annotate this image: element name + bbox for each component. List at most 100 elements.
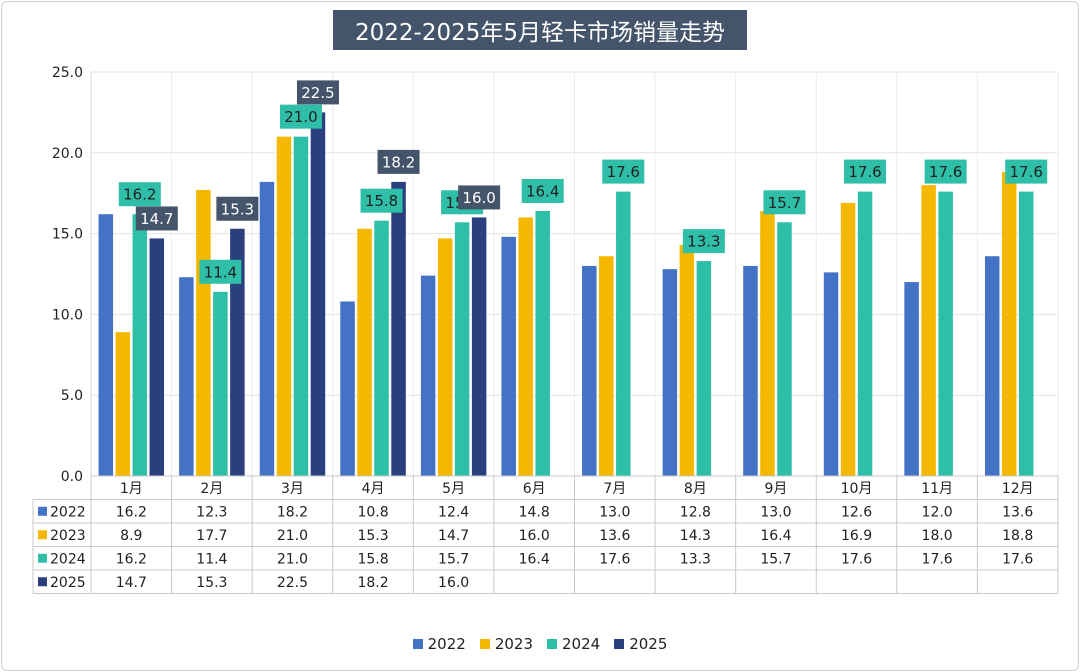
legend-label: 2025 <box>629 635 668 653</box>
table-row-label: 2023 <box>50 528 86 544</box>
data-label-box-2024-8 <box>682 229 725 254</box>
table-cell: 16.9 <box>841 528 872 544</box>
bar-2023-5 <box>437 238 453 476</box>
legend-label: 2024 <box>562 635 601 653</box>
bar-2024-11 <box>938 191 953 477</box>
bar-2022-11 <box>904 282 919 476</box>
table-cell: 14.8 <box>519 504 550 520</box>
table-cell: 21.0 <box>277 551 308 567</box>
x-tick-label: 12月 <box>1002 481 1034 497</box>
x-tick-label: 4月 <box>362 481 385 497</box>
table-legend-swatch-2024 <box>38 553 47 563</box>
x-tick-label: 11月 <box>921 481 953 497</box>
table-cell: 11.4 <box>196 551 227 567</box>
table-cell: 21.0 <box>277 528 308 544</box>
table-cell: 16.0 <box>438 575 469 591</box>
legend: 2022 2023 2024 2025 <box>0 632 1080 656</box>
table-cell: 16.2 <box>116 551 147 567</box>
data-label-2024-3: 21.0 <box>284 108 317 126</box>
table-cell: 18.8 <box>1002 528 1033 544</box>
data-label-2024-1: 16.2 <box>123 186 156 204</box>
table-cell: 17.6 <box>922 551 953 567</box>
bar-2022-7 <box>582 265 597 476</box>
table-cell: 12.4 <box>438 504 469 520</box>
table-cell: 17.6 <box>599 551 630 567</box>
x-tick-label: 10月 <box>841 481 873 497</box>
bar-2023-6 <box>518 217 533 476</box>
x-tick-label: 7月 <box>603 481 626 497</box>
y-tick-label: 25.0 <box>52 65 83 81</box>
bar-2024-3 <box>293 136 309 476</box>
table-cell: 8.9 <box>120 528 142 544</box>
table-cell: 14.7 <box>438 528 469 544</box>
bar-2025-3 <box>310 112 326 477</box>
y-tick-label: 10.0 <box>52 307 83 323</box>
legend-item-2025: 2025 <box>614 635 667 653</box>
data-label-box-2025-1 <box>135 206 178 231</box>
bar-2025-1 <box>149 238 165 476</box>
table-legend-swatch-2022 <box>38 506 47 516</box>
bar-2023-12 <box>1001 172 1017 476</box>
bar-2022-3 <box>259 181 275 476</box>
x-tick-label: 5月 <box>442 481 465 497</box>
data-label-2024-12: 17.6 <box>1010 163 1043 181</box>
table-cell: 16.4 <box>760 528 791 544</box>
bar-2022-8 <box>662 269 678 476</box>
legend-item-2024: 2024 <box>547 635 600 653</box>
table-cell: 12.8 <box>680 504 711 520</box>
legend-swatch <box>547 639 557 649</box>
data-label-box-2024-12 <box>1005 159 1048 184</box>
table-cell: 15.8 <box>357 551 388 567</box>
table-cell: 16.4 <box>519 551 550 567</box>
bar-2022-1 <box>98 214 114 476</box>
data-label-box-2025-5 <box>458 185 501 210</box>
table-cell: 13.3 <box>680 551 711 567</box>
data-label-2025-2: 15.3 <box>221 200 254 218</box>
bar-2023-2 <box>196 189 211 476</box>
data-label-2024-2: 11.4 <box>204 263 237 281</box>
table-cell: 17.6 <box>841 551 872 567</box>
x-tick-label: 6月 <box>523 481 546 497</box>
bar-2023-3 <box>276 136 292 476</box>
bar-2022-9 <box>743 265 758 476</box>
table-cell: 16.0 <box>519 528 550 544</box>
legend-swatch <box>412 639 423 649</box>
data-label-box-2024-9 <box>763 190 806 215</box>
table-cell: 14.7 <box>116 575 147 591</box>
table-cell: 22.5 <box>277 575 308 591</box>
bar-2024-4 <box>374 220 389 476</box>
x-tick-label: 8月 <box>684 481 707 497</box>
legend-item-2023: 2023 <box>479 635 533 653</box>
bar-2023-4 <box>357 228 372 476</box>
table-cell: 12.6 <box>841 504 872 520</box>
legend-swatch <box>479 639 490 649</box>
data-label-2024-9: 15.7 <box>768 194 801 212</box>
data-label-2024-10: 17.6 <box>848 163 881 181</box>
bar-2022-6 <box>501 236 516 476</box>
table-cell: 12.0 <box>922 504 953 520</box>
data-label-box-2024-10 <box>844 159 887 184</box>
table-cell: 15.7 <box>438 551 469 567</box>
bar-2022-12 <box>984 256 1000 476</box>
table-row-label: 2022 <box>50 504 86 520</box>
data-label-2024-8: 13.3 <box>687 233 720 251</box>
data-label-2024-6: 16.4 <box>526 182 559 200</box>
bar-2025-4 <box>391 181 406 476</box>
y-tick-label: 0.0 <box>61 469 83 485</box>
legend-label: 2022 <box>427 635 466 653</box>
bar-2024-1 <box>132 214 148 476</box>
bar-2025-2 <box>230 228 245 476</box>
data-label-box-2024-4 <box>360 188 403 213</box>
table-cell: 15.3 <box>196 575 227 591</box>
table-cell: 13.6 <box>1002 504 1033 520</box>
table-cell: 18.2 <box>277 504 308 520</box>
table-legend-swatch-2025 <box>38 577 47 587</box>
legend-label: 2023 <box>494 635 533 653</box>
table-row-label: 2025 <box>50 575 86 591</box>
bar-2023-9 <box>760 210 775 476</box>
x-tick-label: 2月 <box>200 481 223 497</box>
bar-2024-9 <box>777 222 792 476</box>
data-label-2025-4: 18.2 <box>382 153 415 171</box>
table-cell: 14.3 <box>680 528 711 544</box>
